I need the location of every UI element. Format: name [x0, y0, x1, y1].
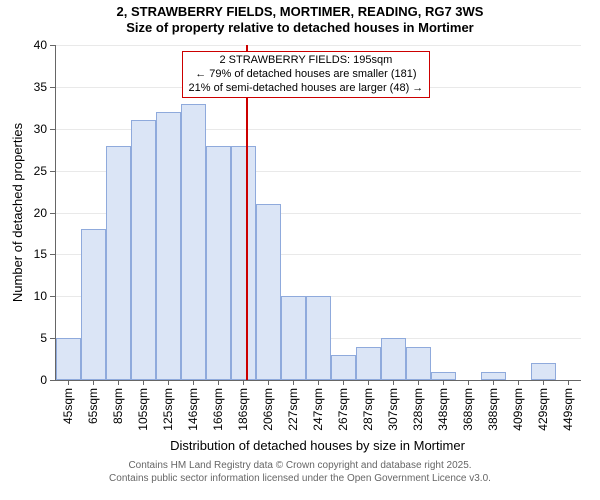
- ytick-mark: [50, 213, 55, 214]
- annotation-box: 2 STRAWBERRY FIELDS: 195sqm ← 79% of deta…: [182, 51, 431, 98]
- histogram-bar: [81, 229, 106, 380]
- x-axis-title: Distribution of detached houses by size …: [55, 438, 580, 453]
- chart-container: { "chart": { "type": "histogram", "title…: [0, 0, 600, 500]
- xtick-mark: [393, 380, 394, 385]
- histogram-bar: [356, 347, 381, 381]
- xtick-label: 247sqm: [311, 388, 325, 431]
- xtick-label: 186sqm: [236, 388, 250, 431]
- ytick-label: 5: [17, 331, 47, 345]
- ytick-label: 40: [17, 38, 47, 52]
- ytick-label: 10: [17, 289, 47, 303]
- xtick-mark: [343, 380, 344, 385]
- xtick-label: 125sqm: [161, 388, 175, 431]
- annotation-line-1: 2 STRAWBERRY FIELDS: 195sqm: [219, 54, 392, 66]
- histogram-bar: [431, 372, 456, 380]
- xtick-label: 146sqm: [186, 388, 200, 431]
- xtick-mark: [418, 380, 419, 385]
- xtick-label: 388sqm: [486, 388, 500, 431]
- ytick-mark: [50, 338, 55, 339]
- xtick-label: 449sqm: [561, 388, 575, 431]
- histogram-bar: [381, 338, 406, 380]
- xtick-label: 65sqm: [86, 388, 100, 424]
- xtick-label: 85sqm: [111, 388, 125, 424]
- xtick-mark: [68, 380, 69, 385]
- xtick-mark: [518, 380, 519, 385]
- ytick-mark: [50, 129, 55, 130]
- xtick-mark: [168, 380, 169, 385]
- histogram-bar: [531, 363, 556, 380]
- ytick-mark: [50, 87, 55, 88]
- ytick-label: 20: [17, 206, 47, 220]
- xtick-mark: [568, 380, 569, 385]
- histogram-bar: [131, 120, 156, 380]
- histogram-bar: [306, 296, 331, 380]
- ytick-mark: [50, 254, 55, 255]
- xtick-label: 166sqm: [211, 388, 225, 431]
- xtick-mark: [218, 380, 219, 385]
- xtick-label: 348sqm: [436, 388, 450, 431]
- histogram-bar: [56, 338, 81, 380]
- xtick-mark: [293, 380, 294, 385]
- chart-footer: Contains HM Land Registry data © Crown c…: [0, 460, 600, 485]
- ytick-mark: [50, 296, 55, 297]
- xtick-label: 267sqm: [336, 388, 350, 431]
- annotation-line-3: 21% of semi-detached houses are larger (…: [189, 82, 424, 94]
- xtick-mark: [493, 380, 494, 385]
- ytick-label: 35: [17, 80, 47, 94]
- xtick-label: 206sqm: [261, 388, 275, 431]
- histogram-bar: [281, 296, 306, 380]
- xtick-label: 368sqm: [461, 388, 475, 431]
- xtick-mark: [443, 380, 444, 385]
- annotation-line-2: ← 79% of detached houses are smaller (18…: [195, 68, 416, 80]
- xtick-label: 409sqm: [511, 388, 525, 431]
- xtick-label: 429sqm: [536, 388, 550, 431]
- ytick-label: 25: [17, 164, 47, 178]
- chart-title: 2, STRAWBERRY FIELDS, MORTIMER, READING,…: [0, 4, 600, 37]
- xtick-label: 227sqm: [286, 388, 300, 431]
- ytick-label: 30: [17, 122, 47, 136]
- histogram-bar: [481, 372, 506, 380]
- ytick-mark: [50, 45, 55, 46]
- histogram-bar: [406, 347, 431, 381]
- histogram-bar: [206, 146, 231, 381]
- xtick-mark: [93, 380, 94, 385]
- xtick-mark: [368, 380, 369, 385]
- ytick-label: 0: [17, 373, 47, 387]
- footer-line-2: Contains public sector information licen…: [109, 473, 491, 484]
- xtick-label: 328sqm: [411, 388, 425, 431]
- gridline: [56, 45, 581, 46]
- xtick-label: 287sqm: [361, 388, 375, 431]
- xtick-mark: [268, 380, 269, 385]
- ytick-label: 15: [17, 247, 47, 261]
- plot-area: 2 STRAWBERRY FIELDS: 195sqm ← 79% of deta…: [55, 45, 581, 381]
- histogram-bar: [181, 104, 206, 380]
- xtick-mark: [193, 380, 194, 385]
- xtick-label: 105sqm: [136, 388, 150, 431]
- footer-line-1: Contains HM Land Registry data © Crown c…: [128, 460, 471, 471]
- xtick-mark: [468, 380, 469, 385]
- xtick-mark: [318, 380, 319, 385]
- histogram-bar: [231, 146, 256, 381]
- xtick-mark: [143, 380, 144, 385]
- xtick-mark: [543, 380, 544, 385]
- histogram-bar: [331, 355, 356, 380]
- histogram-bar: [256, 204, 281, 380]
- xtick-label: 307sqm: [386, 388, 400, 431]
- histogram-bar: [156, 112, 181, 380]
- ytick-mark: [50, 380, 55, 381]
- xtick-mark: [243, 380, 244, 385]
- title-line-1: 2, STRAWBERRY FIELDS, MORTIMER, READING,…: [117, 4, 484, 19]
- ytick-mark: [50, 171, 55, 172]
- histogram-bar: [106, 146, 131, 381]
- xtick-label: 45sqm: [61, 388, 75, 424]
- title-line-2: Size of property relative to detached ho…: [126, 20, 473, 35]
- xtick-mark: [118, 380, 119, 385]
